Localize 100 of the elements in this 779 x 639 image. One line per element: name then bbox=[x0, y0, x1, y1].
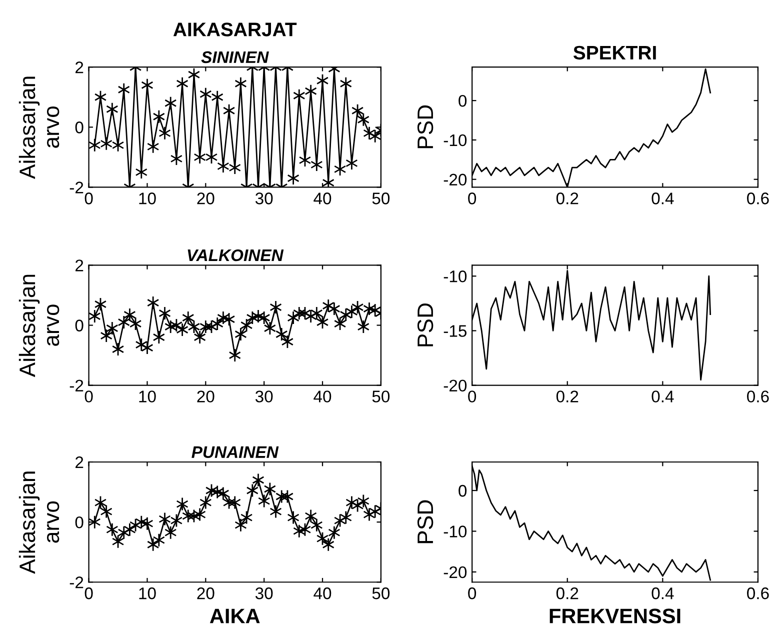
point bbox=[182, 310, 194, 325]
y-tick-label: 0 bbox=[458, 94, 467, 107]
x-tick-label: 50 bbox=[372, 192, 390, 204]
y-tick-label: 0 bbox=[75, 122, 84, 134]
y-tick-label: -10 bbox=[444, 526, 467, 538]
y-tick-label: 0 bbox=[75, 516, 84, 528]
x-tick-label: 0 bbox=[84, 390, 93, 402]
point bbox=[270, 504, 282, 518]
point bbox=[152, 533, 166, 548]
point bbox=[368, 129, 381, 144]
x-axis-title: FREKVENSSI bbox=[550, 608, 680, 624]
point bbox=[310, 518, 323, 532]
chart-subtitle: VALKOINEN bbox=[188, 249, 284, 262]
point bbox=[146, 140, 160, 154]
line-series bbox=[472, 270, 712, 381]
y-tick-label: -2 bbox=[70, 380, 84, 392]
y-tick-label: -20 bbox=[444, 380, 467, 392]
point bbox=[252, 473, 264, 487]
point bbox=[152, 330, 166, 344]
point bbox=[357, 320, 370, 334]
point bbox=[100, 136, 112, 151]
y-axis-title: Aikasarjan arvo bbox=[18, 76, 60, 179]
y-axis-title: Aikasarjan arvo bbox=[18, 472, 60, 574]
x-tick-label: 0.4 bbox=[652, 390, 674, 402]
x-tick-label: 0.2 bbox=[556, 587, 578, 600]
y-tick-label: 0 bbox=[458, 484, 467, 497]
point bbox=[228, 160, 241, 175]
point bbox=[328, 302, 340, 316]
point bbox=[176, 322, 188, 337]
x-tick-label: 40 bbox=[314, 192, 332, 204]
point bbox=[152, 110, 166, 124]
x-tick-label: 40 bbox=[314, 390, 332, 402]
chart-title: SPEKTRI bbox=[573, 46, 656, 60]
x-tick-label: 0.2 bbox=[556, 390, 578, 402]
point bbox=[194, 508, 206, 522]
point bbox=[258, 494, 270, 508]
point bbox=[264, 482, 276, 496]
y-tick-label: -20 bbox=[444, 174, 467, 186]
point bbox=[310, 306, 323, 320]
point bbox=[322, 538, 334, 552]
point bbox=[146, 296, 160, 310]
x-tick-label: 10 bbox=[139, 587, 156, 600]
point bbox=[304, 509, 317, 523]
point bbox=[88, 138, 101, 152]
point bbox=[228, 496, 241, 510]
x-tick-label: 0.6 bbox=[747, 390, 769, 402]
x-tick-label: 20 bbox=[197, 192, 214, 204]
point bbox=[270, 300, 282, 314]
point bbox=[135, 165, 148, 180]
point bbox=[106, 321, 118, 336]
point bbox=[234, 327, 247, 342]
y-axis-title: PSD bbox=[417, 500, 434, 544]
chart-title: AIKASARJAT bbox=[173, 22, 297, 36]
chart-subtitle: PUNAINEN bbox=[192, 446, 279, 458]
point bbox=[88, 515, 101, 530]
y-tick-label: -2 bbox=[70, 576, 84, 588]
y-tick-label: 2 bbox=[76, 456, 84, 468]
point bbox=[106, 102, 118, 116]
y-axis-title: Aikasarjan arvo bbox=[18, 274, 60, 378]
x-tick-label: 30 bbox=[255, 587, 273, 600]
point bbox=[287, 510, 300, 525]
point bbox=[176, 497, 188, 511]
y-axis-title: PSD bbox=[417, 303, 434, 346]
point bbox=[351, 104, 364, 118]
x-tick-label: 20 bbox=[197, 587, 214, 600]
point bbox=[200, 496, 212, 510]
point bbox=[357, 112, 370, 127]
point bbox=[158, 512, 171, 526]
x-tick-label: 0.6 bbox=[747, 192, 769, 204]
x-tick-label: 30 bbox=[255, 390, 273, 402]
point bbox=[164, 96, 177, 110]
x-tick-label: 20 bbox=[197, 390, 214, 402]
point bbox=[118, 315, 130, 330]
point bbox=[124, 308, 136, 322]
x-tick-label: 0.4 bbox=[652, 587, 674, 600]
x-tick-label: 30 bbox=[255, 192, 273, 204]
point bbox=[258, 310, 270, 325]
point bbox=[141, 516, 154, 531]
point bbox=[340, 510, 352, 525]
x-tick-label: 50 bbox=[372, 390, 390, 402]
y-tick-label: -15 bbox=[444, 325, 467, 337]
point bbox=[194, 330, 206, 344]
x-tick-label: 40 bbox=[314, 587, 332, 600]
x-tick-label: 10 bbox=[139, 192, 156, 204]
y-tick-label: 2 bbox=[76, 61, 84, 74]
x-tick-label: 0.2 bbox=[556, 192, 578, 204]
point bbox=[106, 522, 118, 537]
y-tick-label: -10 bbox=[444, 134, 467, 146]
point bbox=[276, 327, 288, 342]
x-tick-label: 50 bbox=[372, 587, 390, 600]
x-tick-label: 0.4 bbox=[652, 192, 674, 204]
point bbox=[357, 494, 370, 508]
y-tick-label: 2 bbox=[76, 260, 84, 272]
x-tick-label: 0 bbox=[468, 587, 476, 600]
point bbox=[158, 126, 171, 140]
y-tick-label: 0 bbox=[75, 320, 84, 332]
point bbox=[217, 486, 230, 500]
point bbox=[246, 484, 259, 498]
point bbox=[170, 514, 183, 528]
x-tick-label: 0 bbox=[468, 390, 476, 402]
